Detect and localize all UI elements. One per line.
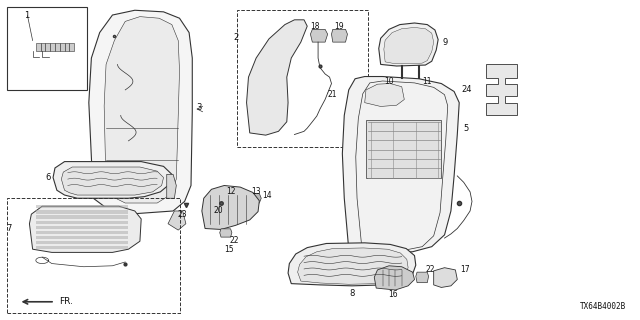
Polygon shape	[45, 43, 50, 51]
Polygon shape	[248, 194, 261, 203]
Text: 19: 19	[334, 22, 344, 31]
Text: 21: 21	[328, 90, 337, 99]
Text: 3: 3	[196, 103, 202, 112]
Polygon shape	[384, 28, 434, 64]
Polygon shape	[69, 43, 74, 51]
Polygon shape	[416, 272, 429, 283]
Text: 5: 5	[464, 124, 469, 132]
Polygon shape	[288, 243, 416, 286]
Text: 18: 18	[310, 22, 319, 31]
Text: 17: 17	[461, 265, 470, 275]
Polygon shape	[365, 84, 404, 107]
Text: 22: 22	[229, 236, 239, 245]
Text: 8: 8	[349, 289, 355, 298]
Text: 1: 1	[24, 11, 29, 20]
Polygon shape	[60, 43, 65, 51]
Polygon shape	[104, 17, 179, 203]
Text: 20: 20	[213, 206, 223, 215]
Text: 22: 22	[426, 265, 435, 275]
Text: 2: 2	[233, 33, 238, 42]
Polygon shape	[236, 194, 246, 203]
Polygon shape	[486, 64, 516, 116]
Text: 14: 14	[262, 190, 272, 200]
Polygon shape	[36, 43, 40, 51]
Text: 16: 16	[388, 290, 398, 299]
Text: 23: 23	[178, 210, 188, 219]
Polygon shape	[40, 43, 45, 51]
Polygon shape	[202, 186, 259, 229]
Polygon shape	[61, 167, 164, 195]
Text: 10: 10	[384, 77, 394, 86]
Text: 9: 9	[443, 38, 448, 47]
Polygon shape	[342, 76, 460, 253]
Text: TX64B4002B: TX64B4002B	[580, 302, 627, 311]
Text: 7: 7	[6, 224, 11, 233]
Polygon shape	[65, 43, 69, 51]
Polygon shape	[29, 206, 141, 252]
Polygon shape	[53, 162, 172, 198]
Polygon shape	[168, 211, 186, 230]
Polygon shape	[89, 10, 192, 214]
Polygon shape	[374, 266, 415, 290]
Text: 13: 13	[252, 188, 261, 196]
Text: 24: 24	[461, 85, 472, 94]
Text: 11: 11	[422, 77, 431, 86]
Polygon shape	[298, 248, 408, 284]
Text: FR.: FR.	[60, 297, 74, 306]
Polygon shape	[246, 20, 307, 135]
Polygon shape	[434, 268, 458, 287]
Polygon shape	[332, 29, 348, 42]
Polygon shape	[379, 23, 438, 66]
Polygon shape	[50, 43, 55, 51]
Polygon shape	[310, 29, 328, 42]
Polygon shape	[366, 121, 442, 179]
Polygon shape	[55, 43, 60, 51]
Polygon shape	[220, 229, 232, 237]
Text: 15: 15	[225, 245, 234, 254]
Polygon shape	[167, 174, 176, 198]
Text: 6: 6	[45, 173, 51, 182]
Text: 12: 12	[226, 188, 236, 196]
